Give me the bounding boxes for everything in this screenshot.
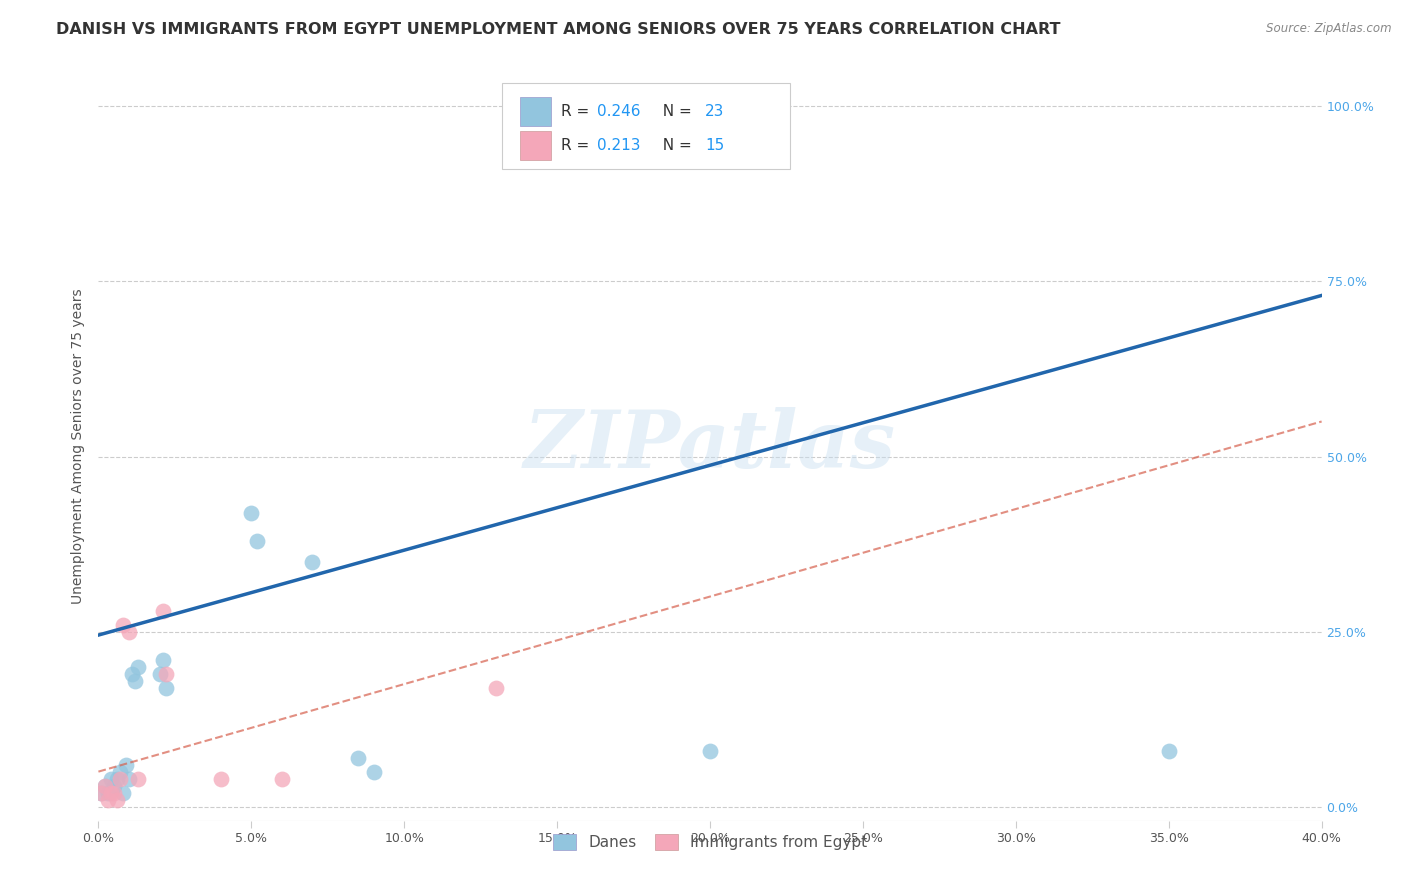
Bar [520,131,551,160]
Point [301,555,323,569]
Point [93,779,115,793]
Point [97,792,120,806]
Text: 0.246: 0.246 [598,104,641,119]
Point [155,681,177,695]
Point [149,666,172,681]
Point [152,652,174,666]
Point [124,673,146,688]
Point [118,772,141,786]
Point [111,617,134,632]
Text: ZIPatlas: ZIPatlas [524,408,896,484]
Bar [520,97,551,126]
Text: N =: N = [652,104,696,119]
Point [209,772,232,786]
Point [152,603,174,617]
Point [270,772,292,786]
Point [240,506,263,520]
Point [111,786,134,800]
Point [115,757,138,772]
Text: DANISH VS IMMIGRANTS FROM EGYPT UNEMPLOYMENT AMONG SENIORS OVER 75 YEARS CORRELA: DANISH VS IMMIGRANTS FROM EGYPT UNEMPLOY… [56,22,1060,37]
Point [97,786,120,800]
Text: 0.213: 0.213 [598,138,641,153]
Point [103,786,125,800]
Point [108,772,131,786]
Point [93,779,115,793]
Point [100,772,122,786]
Point [100,786,122,800]
Text: R =: R = [561,104,593,119]
Point [363,764,385,779]
Point [108,764,131,779]
Text: Source: ZipAtlas.com: Source: ZipAtlas.com [1267,22,1392,36]
Point [1157,743,1180,757]
Point [127,772,149,786]
FancyBboxPatch shape [502,83,790,169]
Text: N =: N = [652,138,696,153]
Text: 15: 15 [706,138,724,153]
Point [485,681,508,695]
Legend: Danes, Immigrants from Egypt: Danes, Immigrants from Egypt [546,827,875,858]
Point [155,666,177,681]
Point [90,786,112,800]
Text: 23: 23 [706,104,724,119]
Point [246,533,269,548]
Point [699,743,721,757]
Point [103,779,125,793]
Point [90,786,112,800]
Point [105,772,128,786]
Point [118,624,141,639]
Point [347,750,370,764]
Y-axis label: Unemployment Among Seniors over 75 years: Unemployment Among Seniors over 75 years [72,288,86,604]
Point [127,659,149,673]
Point [121,666,143,681]
Point [105,792,128,806]
Text: R =: R = [561,138,599,153]
